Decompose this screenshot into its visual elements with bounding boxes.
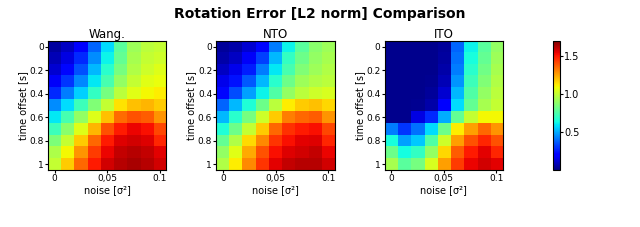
Y-axis label: time offset [s]: time offset [s]	[18, 71, 28, 140]
Y-axis label: time offset [s]: time offset [s]	[355, 71, 365, 140]
Y-axis label: time offset [s]: time offset [s]	[186, 71, 196, 140]
X-axis label: noise [σ²]: noise [σ²]	[420, 185, 467, 195]
X-axis label: noise [σ²]: noise [σ²]	[84, 185, 131, 195]
Title: NTO: NTO	[263, 28, 288, 41]
Title: Wang.: Wang.	[89, 28, 125, 41]
Text: Rotation Error [L2 norm] Comparison: Rotation Error [L2 norm] Comparison	[174, 7, 466, 21]
X-axis label: noise [σ²]: noise [σ²]	[252, 185, 299, 195]
Title: ITO: ITO	[434, 28, 454, 41]
